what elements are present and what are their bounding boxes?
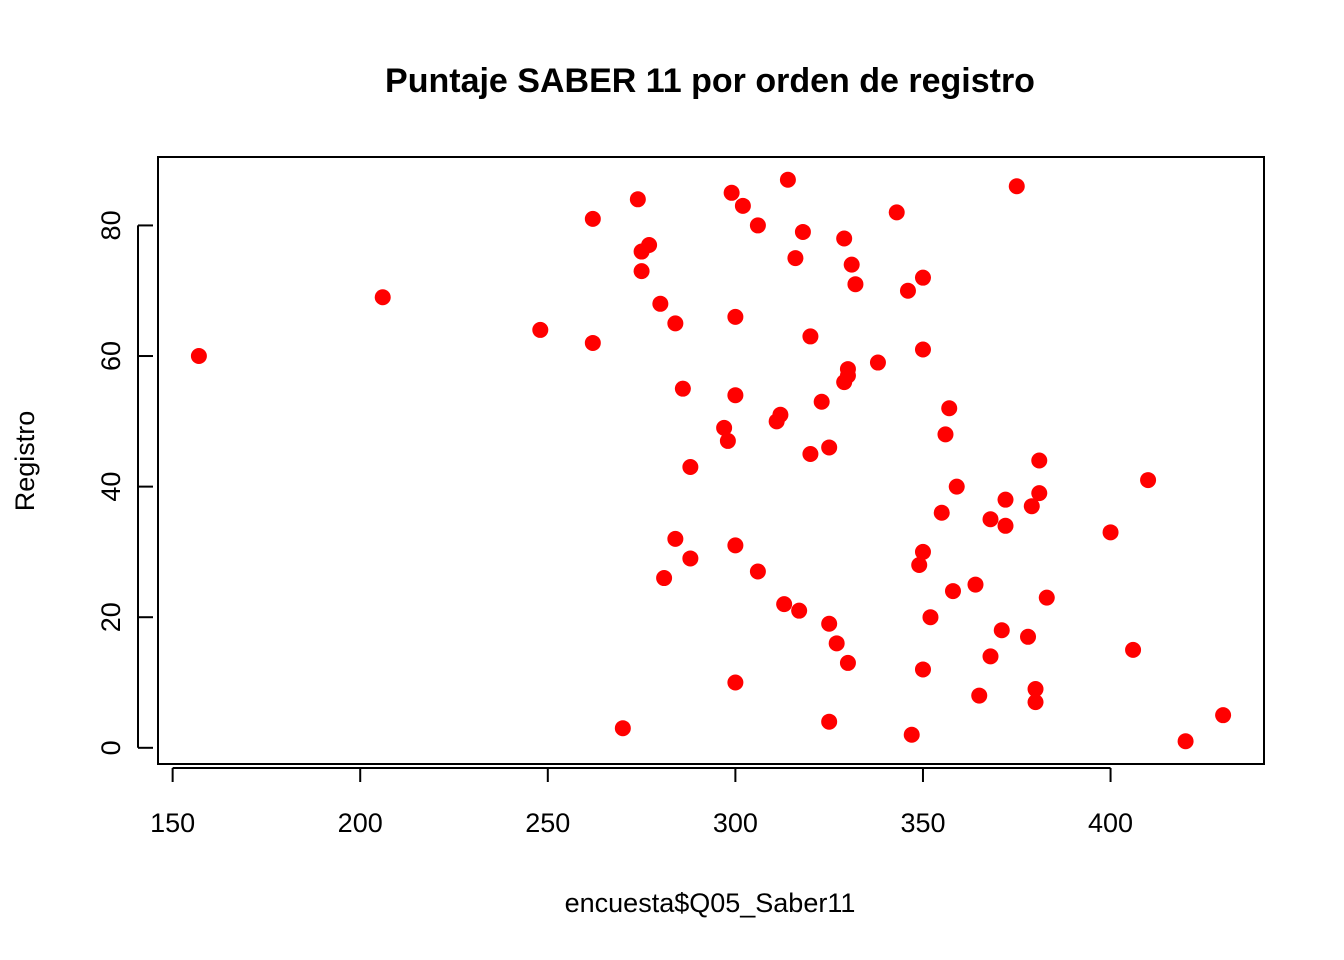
y-tick-label: 0 <box>96 740 126 755</box>
x-axis-label: encuesta$Q05_Saber11 <box>565 888 856 918</box>
data-point <box>667 530 684 547</box>
data-point <box>791 602 808 619</box>
x-tick-label: 250 <box>525 808 570 838</box>
data-point <box>584 210 601 227</box>
data-point <box>1031 485 1048 502</box>
data-point <box>674 380 691 397</box>
data-point <box>839 361 856 378</box>
data-point <box>584 334 601 351</box>
data-point <box>633 263 650 280</box>
x-tick-label: 150 <box>150 808 195 838</box>
data-point <box>719 432 736 449</box>
data-point <box>993 622 1010 639</box>
data-point <box>911 556 928 573</box>
data-point <box>937 426 954 443</box>
data-point <box>899 282 916 299</box>
data-point <box>1038 589 1055 606</box>
data-point <box>941 400 958 417</box>
y-tick-label: 20 <box>96 602 126 632</box>
data-point <box>532 321 549 338</box>
data-point <box>749 563 766 580</box>
x-tick-label: 350 <box>900 808 945 838</box>
data-point <box>1140 472 1157 489</box>
data-point <box>787 250 804 267</box>
data-point <box>982 511 999 528</box>
data-point <box>190 348 207 365</box>
data-point <box>922 609 939 626</box>
y-tick-label: 80 <box>96 210 126 240</box>
plot-frame <box>157 156 1265 765</box>
data-point <box>1125 641 1142 658</box>
data-point <box>948 478 965 495</box>
data-point <box>772 406 789 423</box>
data-point <box>734 197 751 214</box>
data-point <box>656 570 673 587</box>
y-tick-label: 40 <box>96 472 126 502</box>
data-point <box>1020 628 1037 645</box>
data-point <box>802 445 819 462</box>
data-point <box>821 615 838 632</box>
data-point <box>727 308 744 325</box>
data-point <box>779 171 796 188</box>
data-point <box>914 269 931 286</box>
data-point <box>1023 498 1040 515</box>
data-point <box>847 276 864 293</box>
data-point <box>802 328 819 345</box>
data-point <box>1031 452 1048 469</box>
data-point <box>828 635 845 652</box>
data-point <box>641 237 658 254</box>
data-point <box>869 354 886 371</box>
data-point <box>723 184 740 201</box>
x-axis: 150 200 250 300 350 400 <box>150 767 1133 838</box>
data-point <box>1177 733 1194 750</box>
data-point <box>903 726 920 743</box>
data-point <box>682 459 699 476</box>
data-point <box>843 256 860 273</box>
data-point <box>933 504 950 521</box>
data-point <box>682 550 699 567</box>
y-tick-label: 60 <box>96 341 126 371</box>
data-point <box>997 517 1014 534</box>
data-point <box>374 289 391 306</box>
data-point <box>652 295 669 312</box>
data-point <box>749 217 766 234</box>
data-point <box>794 223 811 240</box>
data-point <box>776 596 793 613</box>
data-point <box>836 230 853 247</box>
y-axis-label: Registro <box>10 411 40 512</box>
data-point <box>967 576 984 593</box>
data-point <box>727 674 744 691</box>
data-point <box>813 393 830 410</box>
data-point <box>1102 524 1119 541</box>
data-point <box>944 583 961 600</box>
data-point <box>982 648 999 665</box>
data-point <box>821 713 838 730</box>
data-point <box>1027 681 1044 698</box>
chart-title: Puntaje SABER 11 por orden de registro <box>385 62 1035 100</box>
data-point <box>629 191 646 208</box>
x-tick-label: 200 <box>338 808 383 838</box>
data-points <box>190 171 1232 750</box>
y-axis: 0 20 40 60 80 <box>96 210 153 755</box>
x-tick-label: 400 <box>1088 808 1133 838</box>
data-point <box>1027 694 1044 711</box>
data-point <box>614 720 631 737</box>
data-point <box>821 439 838 456</box>
data-point <box>1215 707 1232 724</box>
data-point <box>997 491 1014 508</box>
data-point <box>914 341 931 358</box>
data-point <box>667 315 684 332</box>
data-point <box>1008 178 1025 195</box>
data-point <box>839 654 856 671</box>
data-point <box>888 204 905 221</box>
data-point <box>727 537 744 554</box>
data-point <box>914 543 931 560</box>
x-tick-label: 300 <box>713 808 758 838</box>
data-point <box>971 687 988 704</box>
data-point <box>727 387 744 404</box>
data-point <box>716 419 733 436</box>
data-point <box>914 661 931 678</box>
